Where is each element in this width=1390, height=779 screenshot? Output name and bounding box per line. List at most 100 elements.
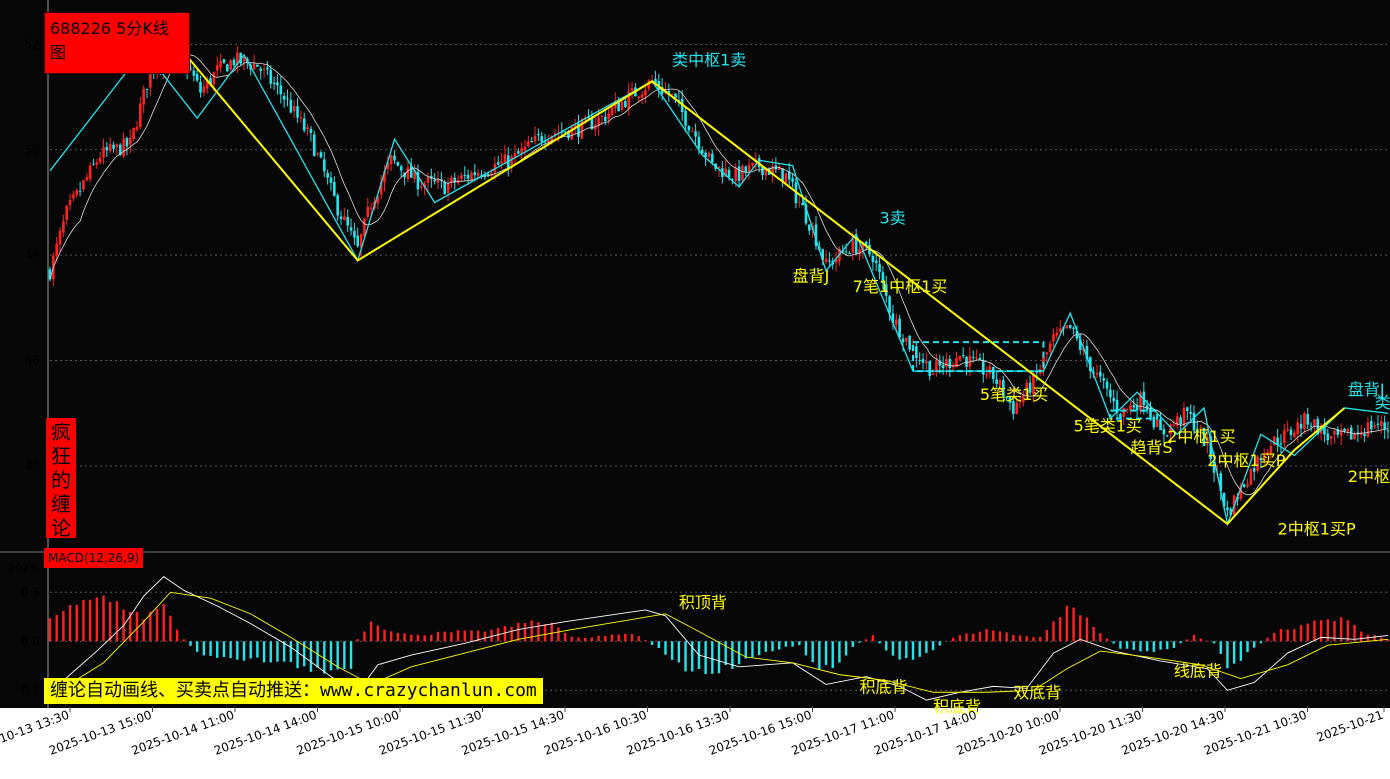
price-tick-label: 50	[25, 143, 40, 157]
candle-down	[339, 216, 343, 219]
candle-up	[741, 165, 744, 181]
candle-down	[1072, 327, 1075, 329]
candle-up	[824, 258, 828, 263]
candle-up	[1139, 392, 1142, 411]
candle-up	[1256, 456, 1259, 471]
candle-up	[139, 103, 142, 128]
candle-up	[470, 172, 473, 181]
candle-down	[112, 144, 115, 149]
candle-down	[78, 190, 82, 192]
candle-up	[614, 101, 617, 109]
candle-down	[286, 98, 289, 100]
candle-down	[1189, 411, 1192, 414]
candle-down	[239, 52, 242, 64]
candle-down	[981, 359, 985, 375]
candle-down	[272, 82, 276, 85]
candle-down	[948, 358, 952, 368]
candle-down	[687, 125, 691, 131]
bi-line	[49, 48, 1389, 527]
macd-label: MACD(12,26,9)	[44, 548, 144, 568]
zhongshu-box	[1109, 409, 1159, 420]
candle-up	[1346, 428, 1350, 432]
candle-down	[674, 93, 677, 98]
candle-down	[333, 181, 336, 196]
candle-up	[236, 52, 239, 66]
candle-down	[1229, 508, 1233, 515]
candle-up	[1065, 325, 1069, 329]
candle-up	[861, 242, 865, 251]
candle-up	[1262, 455, 1266, 461]
candle-up	[717, 166, 721, 169]
candle-down	[403, 172, 406, 178]
candle-down	[353, 231, 356, 238]
candle-down	[1028, 382, 1032, 393]
candle-up	[252, 63, 256, 70]
candle-up	[935, 361, 938, 372]
candle-up	[533, 135, 537, 142]
signal-annotation: 类中枢1卖	[672, 50, 746, 69]
divergence-annotation: 双底背	[1013, 683, 1061, 702]
candle-up	[135, 127, 139, 130]
candle-up	[523, 146, 527, 151]
candle-up	[503, 154, 507, 163]
candle-up	[747, 165, 751, 172]
side-label: 疯 狂 的 缠 论	[46, 418, 76, 540]
candle-down	[1252, 467, 1256, 472]
candle-up	[777, 166, 781, 170]
candle-up	[115, 144, 119, 148]
candle-up	[1048, 343, 1052, 352]
candle-up	[1380, 421, 1383, 427]
candle-down	[256, 64, 259, 67]
candle-up	[369, 207, 373, 209]
candle-down	[727, 169, 731, 178]
candle-down	[1242, 484, 1246, 487]
candle-down	[761, 166, 764, 176]
candle-up	[988, 366, 992, 374]
candle-down	[908, 335, 911, 350]
candle-up	[620, 101, 624, 110]
macd-panel	[48, 576, 1390, 701]
candle-up	[262, 68, 266, 70]
candle-down	[874, 260, 878, 263]
candle-down	[828, 260, 831, 262]
candle-down	[1386, 430, 1390, 432]
candle-down	[1186, 407, 1189, 411]
candle-up	[450, 177, 453, 183]
candle-up	[527, 141, 530, 146]
candle-up	[212, 72, 216, 85]
candle-down	[888, 296, 891, 313]
promo-banner[interactable]: 缠论自动画线、买卖点自动推送：www.crazychanlun.com	[44, 678, 543, 704]
candle-down	[878, 263, 881, 273]
candle-up	[85, 177, 89, 181]
candle-up	[1155, 419, 1159, 428]
candle-down	[978, 357, 982, 360]
candle-up	[316, 153, 319, 155]
candle-down	[677, 99, 681, 101]
candle-down	[854, 237, 858, 254]
candle-down	[192, 70, 196, 76]
candle-down	[563, 131, 567, 133]
candle-up	[1249, 469, 1253, 485]
candle-up	[1125, 408, 1129, 410]
candle-up	[1055, 332, 1059, 336]
candle-down	[1363, 433, 1366, 436]
candle-up	[1339, 429, 1343, 436]
candle-down	[804, 204, 808, 224]
candle-up	[797, 202, 801, 204]
candle-down	[399, 166, 403, 171]
signal-annotation: 5笔类1买	[980, 385, 1048, 404]
candle-up	[128, 137, 132, 145]
candle-up	[1269, 446, 1273, 454]
candle-down	[537, 133, 540, 136]
candle-up	[547, 140, 550, 143]
candle-down	[1336, 429, 1340, 435]
candle-up	[1286, 428, 1289, 431]
signal-annotation: 2中枢1买	[1167, 427, 1235, 446]
candle-down	[1376, 423, 1380, 426]
candle-down	[774, 165, 778, 170]
candle-up	[975, 357, 978, 359]
candle-down	[567, 130, 570, 139]
candle-down	[577, 123, 580, 137]
candle-up	[65, 205, 69, 220]
